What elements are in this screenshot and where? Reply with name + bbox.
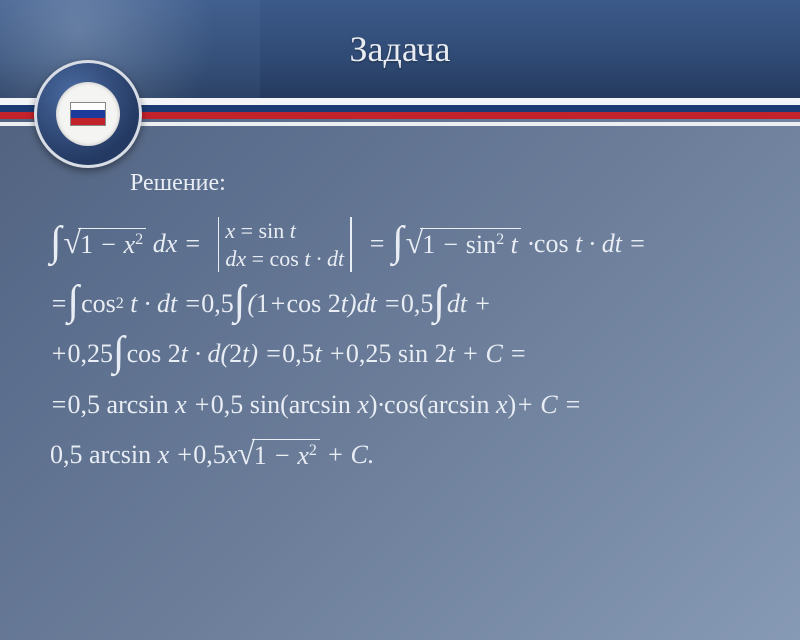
substitution-line-1: x = sin t xyxy=(225,217,344,245)
equation-line-3: + 0,25∫cos 2t · d(2t) = 0,5t + 0,25 sin … xyxy=(50,334,750,374)
substitution-block: x = sin t dx = cos t · dt xyxy=(212,215,358,274)
equation-line-1: ∫ √1 − x2 dx = x = sin t dx = cos t · dt… xyxy=(50,215,750,274)
equation-line-2: = ∫cos2 t · dt = 0,5∫(1 + cos 2t)dt = 0,… xyxy=(50,284,750,324)
logo xyxy=(34,60,142,168)
equation-line-5: 0,5 arcsin x + 0,5x √1 − x2 + C. xyxy=(50,435,750,475)
content-area: Решение: ∫ √1 − x2 dx = x = sin t dx = c… xyxy=(0,148,800,640)
flag-icon xyxy=(70,102,106,126)
equation-line-4: = 0,5 arcsin x + 0,5 sin(arcsin x) · cos… xyxy=(50,385,750,425)
substitution-line-2: dx = cos t · dt xyxy=(225,245,344,273)
solution-label: Решение: xyxy=(130,170,750,197)
